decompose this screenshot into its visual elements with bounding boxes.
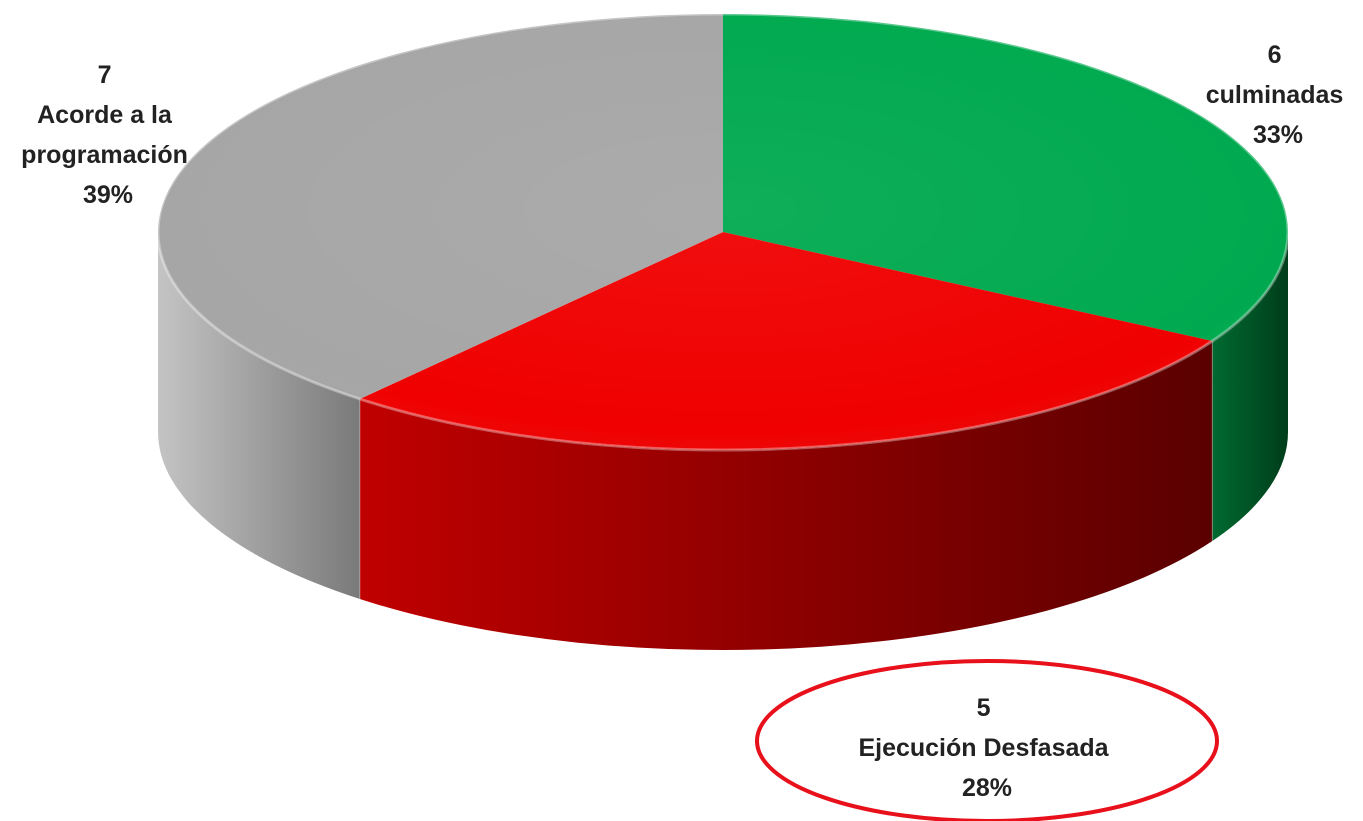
slice-category: culminadas: [1206, 81, 1344, 109]
slice-category-line-1: Acorde a la: [37, 101, 173, 129]
slice-label-ejecucion-desfasada: 5 Ejecución Desfasada 28%: [858, 694, 1115, 802]
pie-top: [156, 12, 1290, 452]
pie-top-rim: [156, 12, 1290, 452]
slice-category-line-2: programación: [21, 141, 188, 169]
slice-category: Ejecución Desfasada: [858, 734, 1109, 762]
highlight-ellipse: [755, 659, 1219, 821]
pie-sides: [158, 232, 1288, 650]
slice-count: 7: [98, 61, 112, 89]
slice-label-culminadas: 6 culminadas 33%: [1206, 41, 1351, 149]
pie-side-ejecucion-desfasada: [359, 341, 1213, 650]
slice-label-acorde: 7 Acorde a la programación 39%: [21, 61, 195, 209]
pie-side-culminadas: [1212, 232, 1288, 541]
slice-percent: 39%: [83, 181, 133, 209]
slice-count: 5: [977, 694, 991, 722]
pie-side-acorde: [158, 232, 360, 599]
slice-percent: 33%: [1253, 121, 1303, 149]
slice-percent: 28%: [962, 774, 1012, 802]
slice-count: 6: [1268, 41, 1282, 69]
